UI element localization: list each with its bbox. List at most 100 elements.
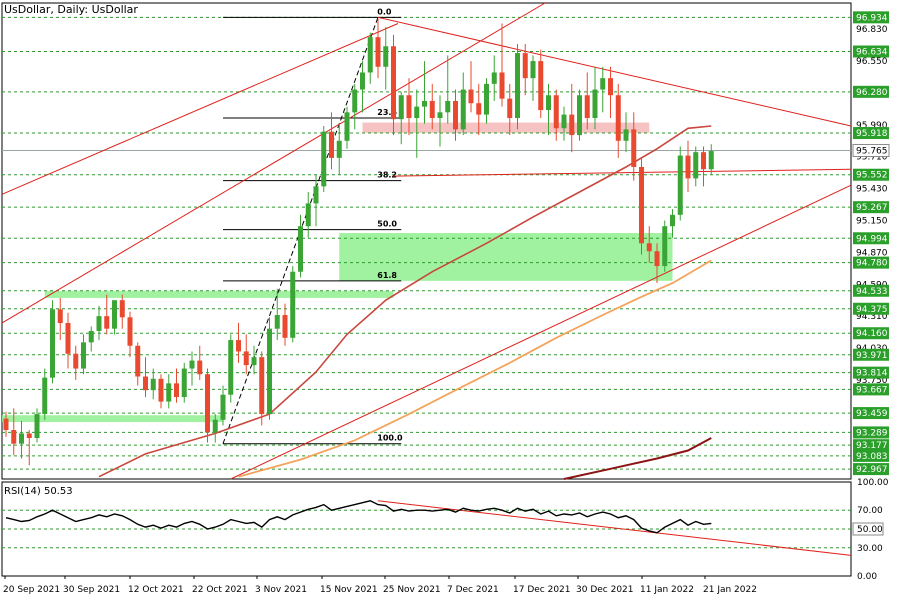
price-tag-label: 93.667 [856, 385, 888, 395]
candle-body [631, 129, 637, 167]
x-tick-label: 25 Nov 2021 [383, 585, 441, 595]
candle-body [670, 214, 675, 227]
price-tag-label: 94.160 [856, 329, 888, 339]
candle-body [34, 414, 40, 439]
price-tag [853, 439, 889, 452]
price-tag-label: 95.918 [856, 129, 888, 139]
candle-body [158, 378, 164, 402]
fib-label: 0.0 [377, 7, 392, 16]
candle-body [321, 131, 327, 187]
candle-body [507, 98, 513, 119]
price-tag-label: 93.814 [856, 369, 888, 379]
candle-body [499, 72, 505, 99]
candle-body [484, 83, 489, 115]
candle-body [73, 353, 79, 369]
price-tag [853, 449, 889, 462]
price-tag [853, 127, 889, 140]
candle-body [553, 95, 559, 129]
candle-body [19, 433, 24, 444]
candle-body [422, 100, 427, 107]
x-tick-label: 3 Nov 2021 [255, 585, 307, 595]
candle-body [81, 342, 86, 369]
rsi-tick-label: 0.00 [857, 572, 877, 582]
candle-body [530, 61, 536, 79]
candle-body [42, 377, 48, 415]
candle-body [127, 317, 133, 346]
trend-line [1, 23, 399, 195]
fib-label: 23.6 [377, 108, 397, 117]
price-panel: 0.0 23.6 38.2 50.0 61.8 100.0 [1, 2, 852, 480]
x-tick-label: 21 Jan 2022 [703, 585, 757, 595]
y-tick-label: 96.830 [856, 25, 888, 35]
candle-body [685, 155, 691, 179]
price-tag [853, 327, 889, 340]
candle-body [460, 89, 466, 130]
candle-body [569, 114, 575, 136]
fib-label: 61.8 [377, 271, 397, 280]
price-tag [853, 426, 889, 439]
candle-body [298, 226, 303, 272]
rsi-tick-label: 100.00 [857, 478, 889, 488]
price-tag [853, 284, 889, 297]
candle-body [212, 419, 218, 433]
candle-body [414, 106, 420, 119]
price-tag [853, 348, 889, 361]
candle-body [708, 151, 714, 170]
price-tag-label: 96.280 [856, 88, 888, 98]
price-tag-label: 92.967 [856, 465, 888, 475]
candle-body [654, 251, 660, 267]
candle-body [313, 186, 319, 204]
candle-body [336, 140, 342, 158]
price-tag [853, 201, 889, 214]
candle-body [352, 89, 358, 113]
candle-body [305, 203, 311, 227]
price-tag-label: 94.994 [856, 234, 888, 244]
x-tick-label: 17 Dec 2021 [513, 585, 571, 595]
candle-body [104, 316, 110, 329]
candle-body [26, 433, 32, 439]
candle-body [65, 322, 71, 354]
candle-body [174, 383, 179, 398]
price-tag [853, 45, 889, 58]
price-tag [853, 366, 889, 379]
rsi-trend-line [377, 500, 852, 556]
candle-body [243, 351, 249, 366]
candle-body [228, 340, 234, 395]
candle-body [189, 360, 195, 369]
zone-green [44, 291, 394, 298]
candle-body [88, 330, 94, 343]
zone-green [339, 233, 673, 281]
trend-line [393, 168, 852, 177]
trend-line [230, 184, 852, 480]
x-tick-label: 15 Nov 2021 [320, 585, 378, 595]
rsi-tick-label: 50.00 [857, 525, 883, 535]
price-tag-label: 93.083 [856, 452, 888, 462]
x-tick-label: 11 Jan 2022 [640, 585, 694, 595]
price-tag-label: 93.289 [856, 428, 888, 438]
candle-body [259, 357, 265, 415]
x-tick-label: 30 Dec 2021 [576, 585, 634, 595]
candle-body [220, 394, 226, 420]
x-tick-label: 20 Sep 2021 [3, 585, 60, 595]
rsi-title: RSI(14) 50.53 [4, 486, 73, 497]
candle-body [584, 95, 590, 119]
price-tag [852, 143, 890, 157]
x-tick-label: 12 Oct 2021 [128, 585, 184, 595]
rsi-line [5, 500, 712, 534]
ma-100-line [238, 259, 712, 478]
price-tag-label: 94.780 [856, 259, 888, 269]
trend-line [1, 2, 546, 324]
price-tag [853, 407, 889, 420]
candle-body [383, 46, 389, 67]
y-tick-label: 93.750 [856, 376, 888, 386]
candle-body [608, 78, 613, 96]
fib-label: 100.0 [377, 434, 403, 443]
candle-body [119, 300, 125, 318]
candle-body [561, 114, 567, 129]
candle-body [329, 131, 334, 158]
candle-body [646, 243, 652, 252]
x-tick-label: 7 Dec 2021 [447, 585, 499, 595]
x-tick-label: 22 Oct 2021 [192, 585, 248, 595]
candle-body [50, 309, 55, 378]
candle-body [344, 112, 350, 141]
